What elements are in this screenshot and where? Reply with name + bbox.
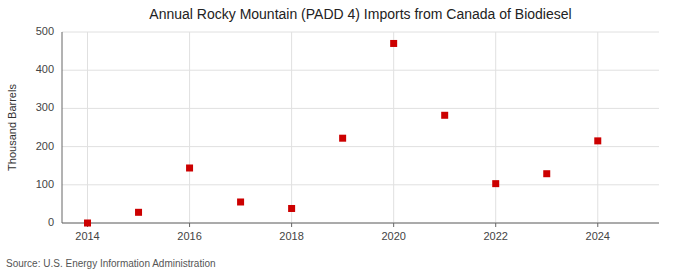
x-tick-mark — [189, 223, 190, 227]
point — [390, 40, 397, 47]
x-tick-mark — [495, 223, 496, 227]
x-tick-label: 2020 — [381, 230, 405, 242]
x-grid-line — [597, 32, 598, 223]
x-grid-line — [495, 32, 496, 223]
y-tick-label: 400 — [36, 63, 54, 75]
y-axis-line — [62, 32, 63, 223]
x-tick-label: 2022 — [483, 230, 507, 242]
y-grid-line — [62, 32, 659, 33]
grid — [62, 32, 659, 223]
point — [288, 205, 295, 212]
point — [492, 180, 499, 187]
y-grid-line — [62, 108, 659, 109]
point — [339, 135, 346, 142]
y-grid-line — [62, 223, 659, 224]
x-tick-mark — [291, 223, 292, 227]
x-tick-mark — [597, 223, 598, 227]
y-tick-label: 100 — [36, 178, 54, 190]
x-tick-label: 2016 — [177, 230, 201, 242]
point — [237, 198, 244, 205]
point — [84, 220, 91, 227]
chart-container: 0 100 200 300 400 500 2014 2016 2018 2020 2022 2024… — [0, 0, 675, 275]
y-grid-line — [62, 146, 659, 147]
x-tick-label: 2018 — [279, 230, 303, 242]
x-grid-line — [393, 32, 394, 223]
points — [84, 40, 601, 227]
y-tick-label: 200 — [36, 140, 54, 152]
x-tick-mark — [393, 223, 394, 227]
x-grid-line — [189, 32, 190, 223]
y-tick-label: 300 — [36, 101, 54, 113]
x-tick-label: 2024 — [586, 230, 610, 242]
point — [186, 164, 193, 171]
y-axis-label: Thousand Barrels — [6, 84, 18, 171]
chart-svg: 0 100 200 300 400 500 2014 2016 2018 2020 2022 2024… — [0, 0, 675, 275]
y-tick-label: 0 — [48, 216, 54, 228]
y-grid-line — [62, 70, 659, 71]
y-grid-line — [62, 184, 659, 185]
x-tick-label: 2014 — [75, 230, 99, 242]
x-axis-line — [62, 223, 659, 224]
point — [135, 209, 142, 216]
source-note: Source: U.S. Energy Information Administ… — [6, 258, 216, 269]
title: Annual Rocky Mountain (PADD 4) Imports f… — [149, 6, 571, 22]
y-tick-label: 500 — [36, 25, 54, 37]
point — [543, 170, 550, 177]
x-grid-line — [291, 32, 292, 223]
point — [441, 112, 448, 119]
x-grid-line — [87, 32, 88, 223]
point — [594, 137, 601, 144]
